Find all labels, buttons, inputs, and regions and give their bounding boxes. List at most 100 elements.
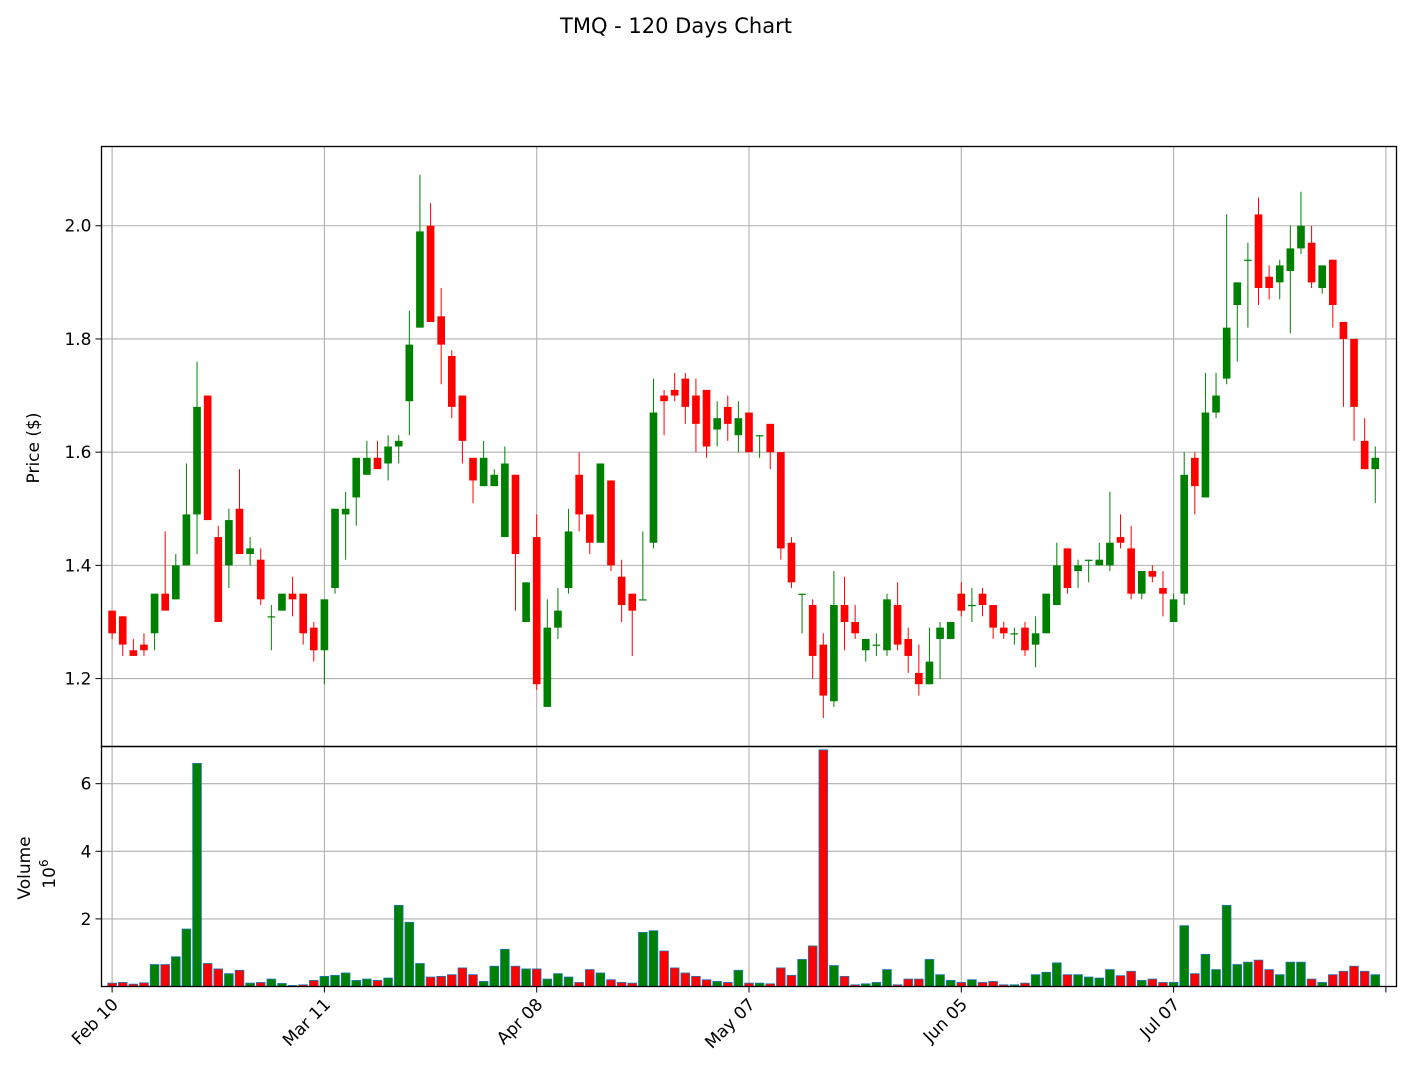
candle-body <box>532 537 541 685</box>
candle-body <box>118 616 127 645</box>
volume-bar <box>1179 925 1189 987</box>
volume-bar <box>415 963 425 987</box>
volume-bar <box>266 978 277 987</box>
candle-body <box>1233 282 1242 305</box>
candle-body <box>1095 559 1104 566</box>
candle-body <box>129 650 138 656</box>
volume-bar <box>309 980 319 987</box>
volume-bar <box>733 969 744 987</box>
volume-bar <box>149 964 160 987</box>
volume-y-tick-label: 4 <box>81 842 92 862</box>
candle-body <box>267 616 276 618</box>
volume-bar <box>585 969 595 987</box>
volume-bar <box>680 972 691 987</box>
candle-body <box>331 508 339 589</box>
candle-body <box>1169 599 1178 622</box>
volume-bars <box>107 749 1381 987</box>
volume-bar <box>1370 974 1381 987</box>
volume-bar <box>1253 959 1264 987</box>
candle-body <box>554 610 562 628</box>
volume-bar <box>1083 976 1094 987</box>
candle-body <box>585 514 594 543</box>
candle-body <box>1053 565 1061 605</box>
candle-body <box>893 604 902 645</box>
candle-body <box>246 548 254 555</box>
volume-bar <box>510 965 521 987</box>
volume-bar <box>171 956 181 987</box>
volume-bar <box>1105 969 1115 987</box>
candle-body <box>670 389 679 396</box>
candle-body <box>617 576 626 605</box>
volume-bar <box>542 978 553 987</box>
volume-grid <box>101 746 1397 987</box>
candle-body <box>352 457 361 498</box>
volume-bar <box>468 974 478 987</box>
candle-body <box>734 418 743 436</box>
price-panel: 1.2 1.4 1.6 1.8 2.0 Price ($) <box>24 145 1398 748</box>
candle-body <box>1042 593 1051 634</box>
price-y-axis-label: Price ($) <box>24 413 44 484</box>
volume-unit-exponent: 6 <box>37 859 51 867</box>
volume-bar <box>181 928 192 987</box>
candle-body <box>1106 542 1114 566</box>
candle-body <box>1371 457 1380 470</box>
candle-body <box>1286 248 1295 272</box>
volume-bar <box>500 948 510 987</box>
volume-panel: 246 Volume 106 <box>15 745 1398 988</box>
candle-body <box>108 610 116 634</box>
candle-body <box>1074 565 1082 572</box>
candle-body <box>787 542 796 583</box>
candle-body <box>1063 548 1072 589</box>
candle-body <box>1010 633 1019 635</box>
x-tick-label: Jun 05 <box>919 995 972 1048</box>
candle-body <box>171 565 180 600</box>
volume-bar <box>330 974 340 987</box>
candle-body <box>819 644 828 696</box>
volume-bar <box>1200 953 1211 987</box>
volume-bar <box>712 981 722 987</box>
candle-body <box>1244 259 1252 261</box>
volume-bar <box>404 921 415 987</box>
price-y-ticks: 1.2 1.4 1.6 1.8 2.0 <box>64 217 102 690</box>
candle-body <box>989 604 997 628</box>
volume-bar <box>1338 970 1349 987</box>
volume-bar <box>213 968 224 987</box>
candle-body <box>925 661 934 685</box>
volume-bar <box>362 978 372 987</box>
volume-bar <box>829 965 839 987</box>
x-tick-label: Feb 10 <box>68 995 123 1050</box>
candle-body <box>1265 276 1273 289</box>
candle-body <box>1127 548 1135 594</box>
candle-body <box>830 604 838 702</box>
volume-bar <box>807 945 818 987</box>
candle-body <box>575 474 583 515</box>
candle-body <box>904 638 913 656</box>
candle-body <box>1328 259 1337 305</box>
candle-body <box>978 593 987 605</box>
volume-bar <box>648 930 659 987</box>
volume-bar <box>818 749 829 987</box>
candle-body <box>872 644 881 646</box>
candle-body <box>479 457 488 487</box>
volume-bar <box>521 968 531 987</box>
volume-bar <box>797 959 807 987</box>
candles <box>108 174 1380 719</box>
volume-bar <box>1296 961 1306 987</box>
volume-bar <box>1073 974 1083 987</box>
volume-bar <box>1274 974 1285 987</box>
candle-body <box>1159 588 1167 594</box>
candle-body <box>458 395 467 441</box>
candle-body <box>140 644 148 651</box>
candle-body <box>861 638 870 651</box>
candle-body <box>299 593 308 634</box>
candle-body <box>851 621 859 634</box>
candle-body <box>1021 627 1029 651</box>
volume-y-ticks: 2 4 6 <box>81 775 102 930</box>
price-y-tick-label: 2.0 <box>64 217 91 237</box>
volume-bar <box>563 976 574 987</box>
candle-body <box>501 463 509 538</box>
x-tick-label: Apr 08 <box>493 995 547 1049</box>
volume-bar <box>1052 962 1062 987</box>
candle-body <box>373 457 382 470</box>
